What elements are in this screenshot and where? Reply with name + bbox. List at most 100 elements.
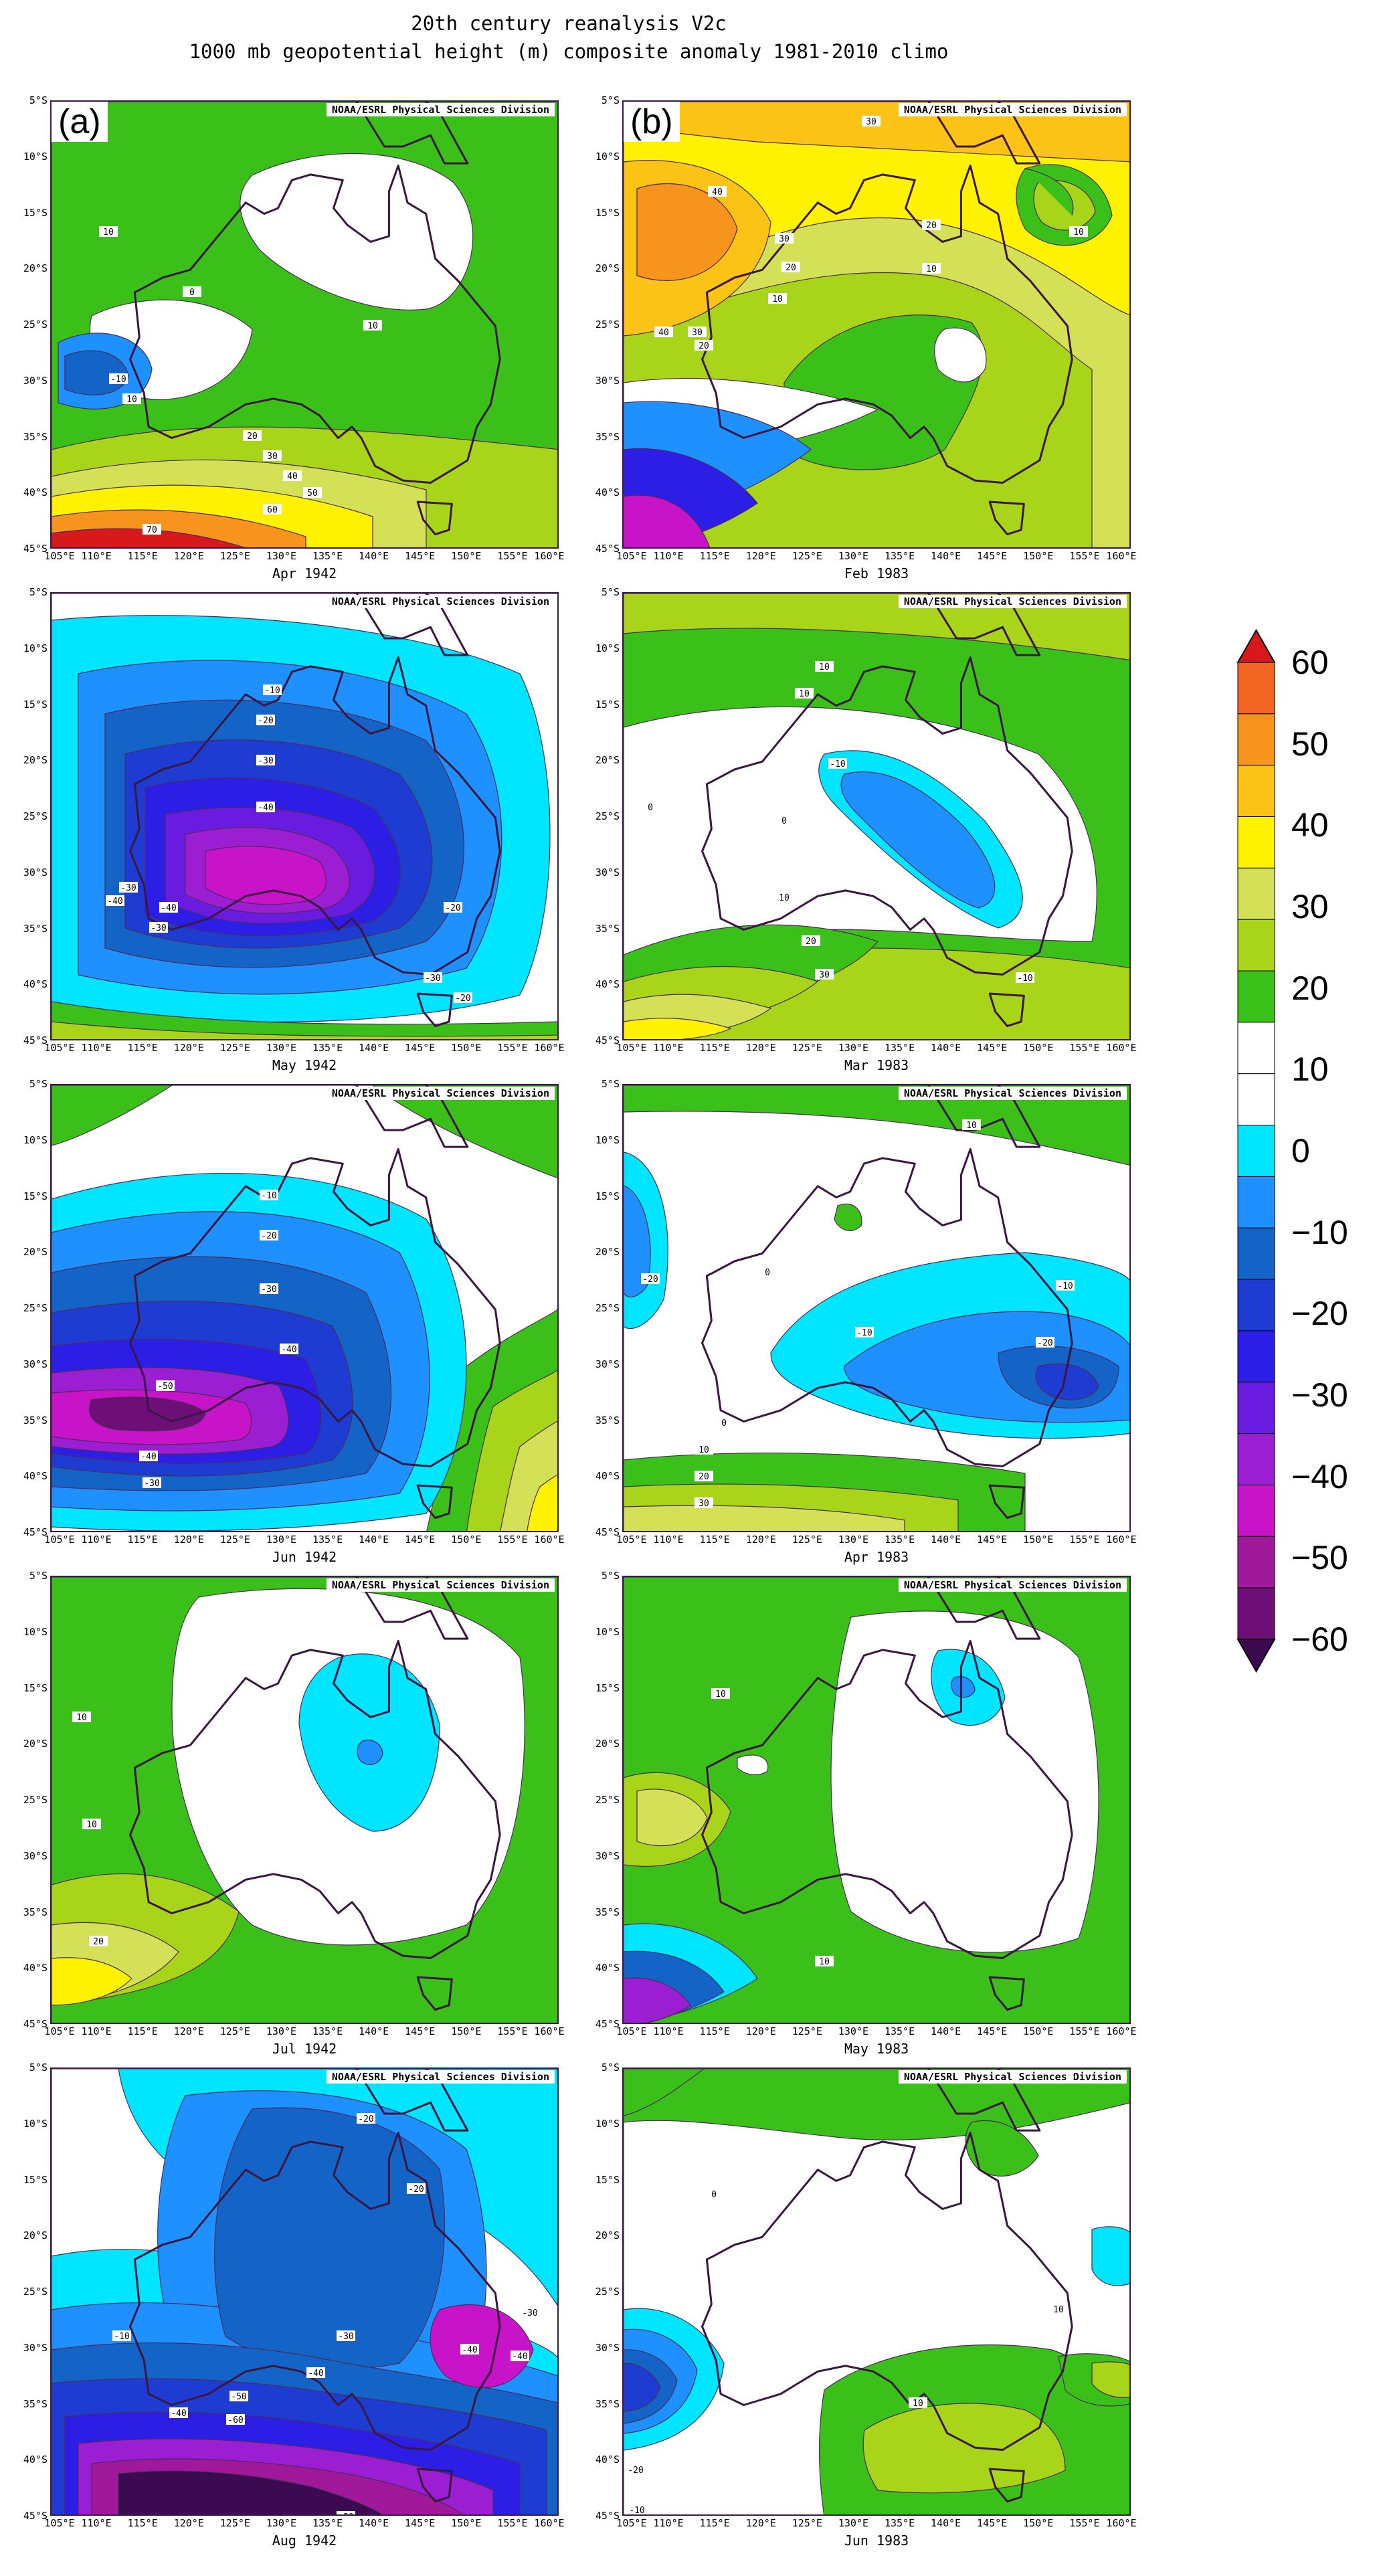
latitude-tick-label: 20°S	[23, 262, 48, 275]
latitude-tick-label: 40°S	[23, 2454, 48, 2466]
latitude-axis: 5°S 10°S 15°S 20°S 25°S 30°S 35°S 40°S 45°S	[581, 586, 620, 1046]
colorbar-swatch	[1237, 713, 1275, 766]
contour-region	[52, 528, 246, 547]
contour-region	[624, 1505, 905, 1531]
longitude-tick-label: 125°E	[219, 2517, 250, 2529]
svg-text:40: 40	[658, 328, 669, 338]
new-guinea-coastline	[926, 1085, 1041, 1148]
contour-label: 10	[72, 1712, 91, 1723]
tasmania-coastline	[416, 1976, 453, 2011]
longitude-tick-label: 105°E	[616, 1042, 647, 1054]
contour-region	[624, 2069, 1129, 2140]
latitude-axis: 5°S 10°S 15°S 20°S 25°S 30°S 35°S 40°S 45°S	[581, 94, 620, 555]
latitude-tick-label: 40°S	[595, 978, 620, 991]
colorbar-swatch	[1237, 765, 1275, 818]
map-frame: 10 10 NOAA/ESRL Physical Sciences Division	[622, 1576, 1131, 2024]
longitude-tick-label: 145°E	[405, 2517, 436, 2529]
contour-region	[624, 2069, 705, 2116]
new-guinea-coastline	[354, 102, 469, 165]
latitude-tick-label: 5°S	[601, 1570, 620, 1582]
svg-text:0: 0	[721, 1418, 727, 1429]
contour-region	[783, 314, 984, 470]
longitude-tick-label: 115°E	[127, 550, 158, 562]
colorbar-tick-label: 60	[1291, 644, 1329, 681]
column-label: (a)	[52, 102, 108, 142]
contour-label: 20	[781, 262, 800, 273]
panel-date: Jun 1983	[844, 2533, 909, 2549]
longitude-tick-label: 150°E	[1023, 1534, 1054, 1546]
australia-coastline	[129, 656, 501, 976]
latitude-tick-label: 30°S	[23, 1849, 48, 1862]
new-guinea-coastline	[926, 593, 1041, 656]
panel-date: Jun 1942	[272, 1549, 337, 1565]
contour-label: 10	[962, 1119, 981, 1131]
longitude-tick-label: 125°E	[792, 550, 822, 562]
svg-text:-20: -20	[1037, 1338, 1052, 1348]
map-panel-b2: 10 10 0 -10 0 10 20 30 -10 NOAA/ESRL Physical Sci…	[595, 586, 1137, 1073]
tasmania-coastline	[416, 1484, 453, 1520]
svg-text:0: 0	[711, 2190, 717, 2200]
contour-label: -20	[641, 1273, 660, 1285]
longitude-tick-label: 135°E	[312, 2025, 343, 2037]
contour-label: -10	[263, 684, 282, 696]
longitude-axis: 105°E 110°E 115°E 120°E 125°E 130°E 135°E 140°E…	[616, 2517, 1136, 2531]
longitude-tick-label: 120°E	[173, 1042, 204, 1054]
longitude-tick-label: 135°E	[312, 550, 343, 562]
contour-label: -40	[169, 2407, 188, 2419]
latitude-tick-label: 35°S	[23, 1906, 48, 1918]
australia-coastline	[701, 656, 1073, 976]
latitude-tick-label: 40°S	[595, 1470, 620, 1483]
latitude-tick-label: 10°S	[23, 150, 48, 163]
svg-text:10: 10	[926, 264, 937, 274]
contour-region	[951, 1676, 976, 1698]
contour-region	[624, 1185, 651, 1298]
panel-date: Apr 1942	[272, 565, 337, 581]
credit-label: NOAA/ESRL Physical Sciences Division	[326, 103, 555, 116]
contour-label: -20	[454, 992, 472, 1004]
longitude-tick-label: 160°E	[534, 1534, 565, 1546]
contour-label: -30	[256, 755, 275, 766]
contour-label: 0	[641, 802, 660, 813]
longitude-axis: 105°E 110°E 115°E 120°E 125°E 130°E 135°E 140°E…	[616, 1534, 1136, 1547]
svg-text:-30: -30	[120, 883, 136, 893]
longitude-tick-label: 125°E	[792, 2517, 822, 2529]
longitude-tick-label: 145°E	[405, 1042, 436, 1054]
latitude-tick-label: 35°S	[595, 922, 620, 935]
svg-text:-20: -20	[358, 2114, 373, 2124]
colorbar-tick-label: −50	[1291, 1539, 1348, 1577]
longitude-tick-label: 110°E	[81, 550, 112, 562]
contour-region	[840, 771, 996, 909]
colorbar: 60 50 40 30 20 10 0 −10 −20 −30 −40 −50 −60	[1231, 629, 1378, 1673]
contour-label: -10	[628, 2504, 646, 2514]
latitude-axis: 5°S 10°S 15°S 20°S 25°S 30°S 35°S 40°S 45°S	[581, 1078, 620, 1538]
svg-text:40: 40	[712, 187, 723, 197]
svg-text:30: 30	[819, 970, 830, 980]
tasmania-coastline	[988, 500, 1025, 536]
contour-label: 0	[705, 2189, 723, 2200]
latitude-axis: 5°S 10°S 15°S 20°S 25°S 30°S 35°S 40°S 45°S	[581, 1570, 620, 2030]
longitude-tick-label: 160°E	[534, 550, 565, 562]
longitude-tick-label: 135°E	[884, 2025, 915, 2037]
svg-text:30: 30	[692, 328, 703, 338]
longitude-tick-label: 145°E	[405, 2025, 436, 2037]
longitude-tick-label: 140°E	[931, 2025, 961, 2037]
longitude-tick-label: 160°E	[1106, 2025, 1137, 2037]
svg-text:-20: -20	[445, 903, 460, 913]
colorbar-swatch	[1237, 970, 1275, 1023]
longitude-tick-label: 150°E	[451, 550, 482, 562]
longitude-tick-label: 150°E	[451, 2517, 482, 2529]
svg-text:-10: -10	[830, 759, 845, 769]
latitude-axis: 5°S 10°S 15°S 20°S 25°S 30°S 35°S 40°S 45°S	[9, 2061, 48, 2522]
latitude-tick-label: 15°S	[23, 698, 48, 711]
longitude-tick-label: 130°E	[266, 2517, 297, 2529]
contour-label: 40	[708, 186, 727, 197]
svg-text:10: 10	[1073, 227, 1084, 238]
longitude-tick-label: 145°E	[977, 1534, 1008, 1546]
svg-text:10: 10	[1053, 2305, 1064, 2315]
map-frame: -20 -10 -20 -30 -40 -50 -60 -40 -30 -40 -40 -20 NOAA…	[50, 2067, 559, 2516]
contour-region	[52, 1085, 173, 1146]
colorbar-swatch	[1237, 1433, 1275, 1485]
longitude-tick-label: 140°E	[931, 1042, 961, 1054]
colorbar-swatch	[1237, 1587, 1275, 1640]
contour-label: -20	[407, 2183, 426, 2195]
